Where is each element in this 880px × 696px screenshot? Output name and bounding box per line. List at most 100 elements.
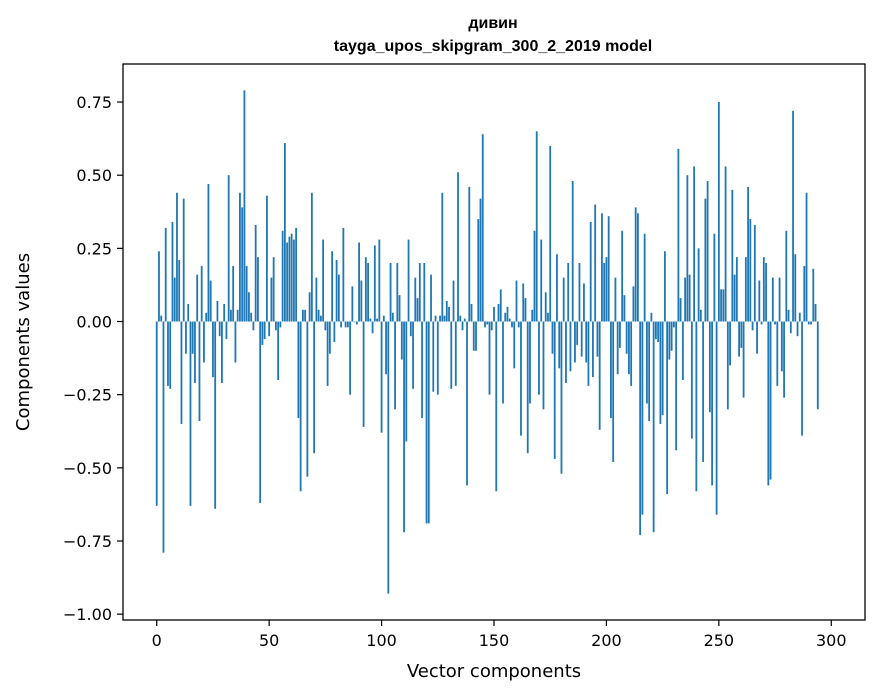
bar <box>158 251 160 322</box>
bar <box>304 309 307 322</box>
bar <box>164 227 167 322</box>
bar <box>394 321 396 410</box>
bar <box>335 260 338 322</box>
bar <box>288 236 291 322</box>
bar <box>547 312 549 322</box>
bar <box>538 321 540 395</box>
bar <box>232 265 235 322</box>
bar <box>704 198 707 322</box>
bar <box>706 181 709 322</box>
bar <box>765 262 767 322</box>
bar <box>569 321 572 372</box>
bar <box>726 321 729 410</box>
bar <box>803 265 806 322</box>
bar <box>160 315 163 322</box>
bar <box>209 280 212 322</box>
bar <box>236 309 239 322</box>
bar <box>695 321 698 492</box>
bar <box>771 277 774 322</box>
bar <box>427 321 430 524</box>
bar <box>544 292 547 322</box>
bar <box>814 303 817 322</box>
bar <box>317 309 320 322</box>
bar <box>173 277 176 322</box>
bar <box>385 321 387 375</box>
bar <box>176 192 178 322</box>
bar <box>448 306 450 322</box>
bar <box>315 277 318 322</box>
bar <box>409 321 412 337</box>
bar <box>207 183 210 322</box>
bar <box>643 233 646 322</box>
bar <box>250 312 253 322</box>
bar <box>675 321 678 451</box>
bar <box>351 286 354 322</box>
bar <box>182 198 185 322</box>
bar <box>735 257 738 322</box>
bar <box>558 321 561 369</box>
bar <box>297 321 300 419</box>
bar <box>506 306 509 322</box>
bar <box>708 321 711 413</box>
bar <box>661 321 664 416</box>
bar <box>275 321 277 331</box>
bar <box>324 321 327 331</box>
bar <box>310 192 313 322</box>
bar <box>556 254 558 322</box>
bar <box>753 224 756 322</box>
bar <box>717 102 720 322</box>
bar <box>639 321 642 536</box>
bar <box>787 309 790 322</box>
y-tick-label: −1.00 <box>63 605 112 624</box>
bar <box>425 321 428 524</box>
bar <box>286 242 289 322</box>
bar <box>792 110 794 322</box>
y-tick-label: −0.75 <box>63 532 112 551</box>
bar <box>414 277 417 322</box>
bar <box>756 321 758 354</box>
x-tick-label: 250 <box>704 631 735 650</box>
bar <box>540 239 543 322</box>
bar <box>515 280 518 322</box>
bar <box>607 216 610 322</box>
bar <box>326 321 329 386</box>
bar <box>679 298 682 322</box>
bar <box>198 321 201 422</box>
bar <box>587 321 590 386</box>
bar <box>391 312 394 322</box>
bar <box>277 321 280 381</box>
bar <box>677 148 680 322</box>
bar <box>524 298 527 322</box>
bar <box>702 321 705 462</box>
bar <box>450 321 453 389</box>
bar <box>650 312 653 322</box>
bar <box>371 321 374 334</box>
bar <box>585 321 588 363</box>
bar <box>475 321 477 351</box>
bar <box>380 321 383 433</box>
bar <box>344 321 347 328</box>
y-tick-label: 0.00 <box>76 313 112 332</box>
bar <box>205 312 208 322</box>
bar <box>452 280 455 322</box>
bar <box>648 321 651 422</box>
bar <box>362 321 365 427</box>
bar <box>239 192 241 322</box>
bar <box>243 90 246 322</box>
bar <box>529 321 531 404</box>
bar <box>560 321 563 474</box>
bar <box>454 321 457 386</box>
bar <box>634 207 637 322</box>
bar <box>279 321 282 328</box>
bar <box>551 321 554 354</box>
bar <box>270 277 273 322</box>
bar <box>508 318 511 322</box>
bar <box>416 298 419 322</box>
bar <box>628 321 630 375</box>
chart-subtitle: tayga_upos_skipgram_300_2_2019 model <box>334 38 652 55</box>
bar <box>441 192 444 322</box>
bar <box>263 321 266 340</box>
bar <box>686 175 689 322</box>
bar <box>412 321 414 389</box>
